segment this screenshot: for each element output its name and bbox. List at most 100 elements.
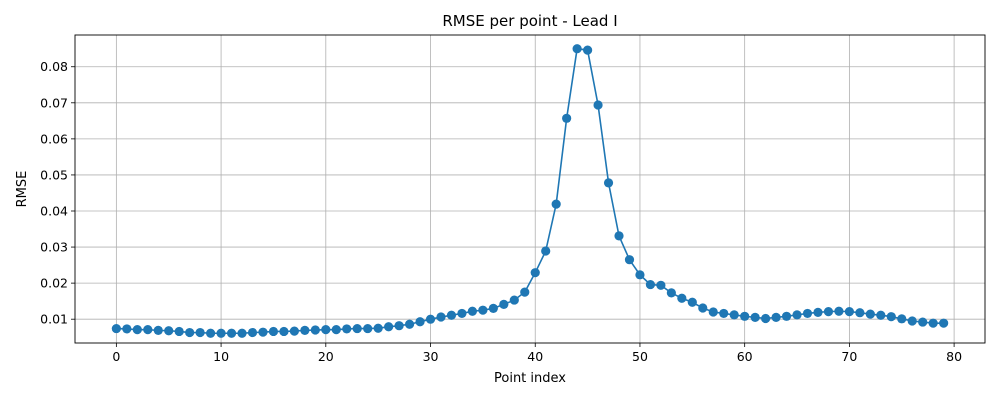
data-point	[541, 246, 551, 256]
y-tick-label: 0.01	[40, 312, 68, 327]
data-point	[677, 293, 687, 303]
y-tick-label: 0.03	[40, 240, 68, 255]
data-point	[562, 113, 572, 123]
x-tick-label: 30	[423, 349, 439, 364]
data-point	[520, 287, 530, 297]
data-point	[823, 307, 834, 317]
x-tick-label: 80	[946, 349, 962, 364]
data-point	[844, 307, 854, 317]
data-point	[907, 316, 917, 326]
data-point	[342, 324, 352, 334]
data-point	[143, 325, 153, 335]
data-point	[698, 303, 708, 313]
data-point	[478, 305, 488, 315]
data-point	[918, 317, 928, 327]
data-point	[593, 100, 603, 110]
y-tick-label: 0.07	[40, 95, 68, 110]
data-point	[258, 327, 268, 337]
data-point	[111, 323, 121, 334]
data-point	[164, 326, 174, 336]
data-point	[467, 306, 478, 316]
data-point	[582, 45, 593, 55]
data-point	[247, 327, 258, 338]
y-tick-label: 0.04	[40, 204, 68, 219]
data-point	[446, 310, 457, 320]
data-point	[802, 308, 813, 319]
data-point	[321, 325, 331, 335]
data-point	[750, 312, 760, 322]
data-point	[928, 318, 938, 328]
data-point	[373, 323, 383, 333]
y-tick-label: 0.08	[40, 59, 68, 74]
data-point	[331, 325, 341, 335]
x-tick-label: 40	[527, 349, 543, 364]
data-point	[436, 312, 446, 322]
data-point	[185, 327, 195, 338]
x-tick-label: 0	[112, 349, 120, 364]
data-point	[603, 178, 614, 188]
data-point	[771, 312, 781, 322]
data-point	[687, 297, 697, 307]
data-point	[363, 323, 373, 334]
data-point	[352, 323, 362, 334]
data-point	[886, 312, 896, 322]
data-point	[195, 327, 205, 338]
data-point	[530, 268, 540, 278]
data-point	[761, 313, 771, 324]
data-point	[572, 44, 582, 54]
data-point	[300, 325, 310, 335]
plot-frame	[74, 34, 986, 344]
x-tick-label: 60	[737, 349, 753, 364]
data-point	[729, 310, 739, 320]
x-tick-label: 20	[318, 349, 334, 364]
data-point	[614, 231, 624, 241]
data-point	[237, 328, 247, 338]
x-tick-label: 50	[632, 349, 648, 364]
data-point	[855, 308, 865, 318]
data-point	[781, 311, 792, 321]
x-axis-label: Point index	[494, 371, 566, 386]
data-point	[153, 325, 163, 335]
data-point	[132, 325, 142, 335]
data-point	[384, 322, 394, 332]
data-point	[425, 314, 436, 324]
data-point	[310, 325, 320, 335]
data-point	[488, 303, 498, 313]
data-point	[635, 270, 645, 280]
data-point	[174, 326, 184, 337]
data-point	[289, 326, 299, 336]
data-point	[268, 326, 279, 337]
data-point	[645, 279, 656, 290]
data-point	[216, 328, 226, 338]
data-point	[897, 314, 907, 324]
data-point	[404, 319, 415, 329]
data-point	[719, 308, 729, 319]
data-point	[457, 308, 467, 319]
grid	[75, 35, 985, 343]
data-point	[226, 328, 237, 338]
data-point	[624, 255, 635, 265]
series-points	[111, 44, 949, 338]
data-point	[551, 199, 561, 209]
data-point	[813, 307, 823, 317]
data-point	[740, 311, 750, 321]
data-point	[279, 326, 289, 337]
data-point	[876, 310, 886, 320]
data-point	[792, 310, 802, 320]
chart-title: RMSE per point - Lead I	[442, 12, 617, 30]
data-point	[415, 317, 425, 327]
x-axis-ticks: 0 10 20 30 40 50 60 70 80	[112, 343, 962, 364]
data-point	[206, 328, 216, 338]
data-point	[394, 321, 404, 331]
data-point	[939, 318, 949, 328]
x-tick-label: 70	[841, 349, 857, 364]
data-point	[834, 306, 844, 316]
y-tick-label: 0.02	[40, 276, 68, 291]
y-axis-label: RMSE	[15, 171, 30, 208]
data-point	[499, 299, 509, 310]
x-tick-label: 10	[213, 349, 229, 364]
data-point	[122, 324, 132, 334]
data-point	[656, 280, 666, 290]
